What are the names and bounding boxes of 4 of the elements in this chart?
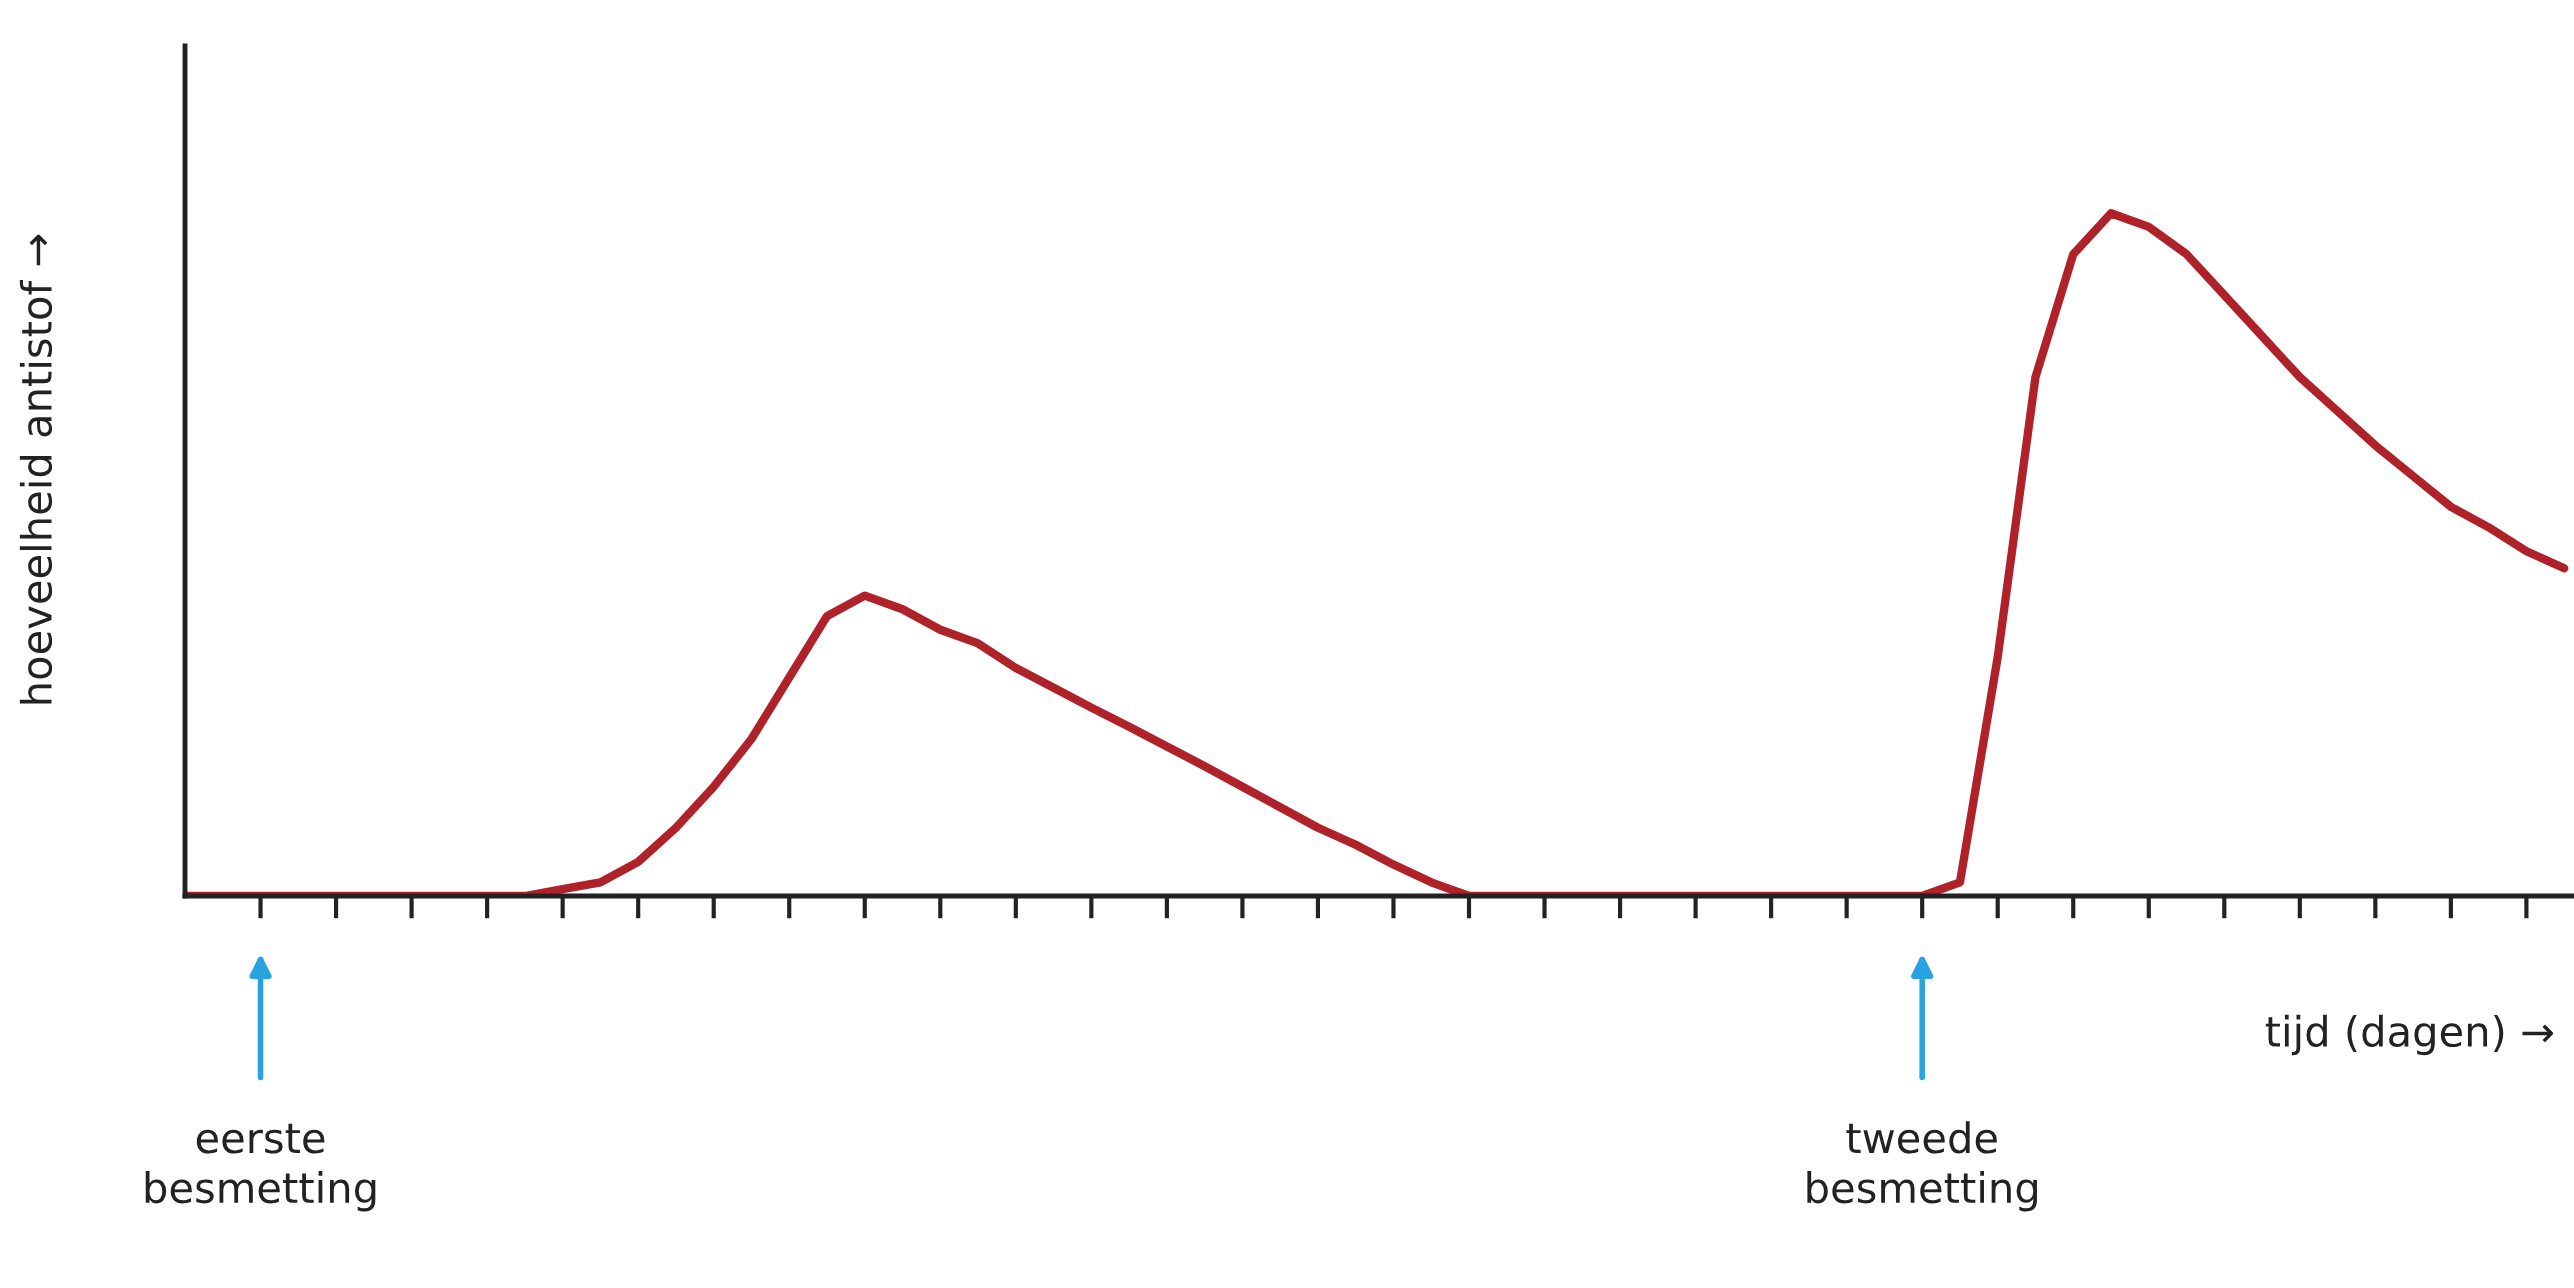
x-axis-title: tijd (dagen) →: [2265, 1014, 2553, 1056]
text: tweede besmetting: [1807, 1121, 2037, 1212]
y-axis-title: hoeveelheid antistof →: [19, 234, 53, 704]
text: eerste besmetting: [145, 1123, 376, 1212]
